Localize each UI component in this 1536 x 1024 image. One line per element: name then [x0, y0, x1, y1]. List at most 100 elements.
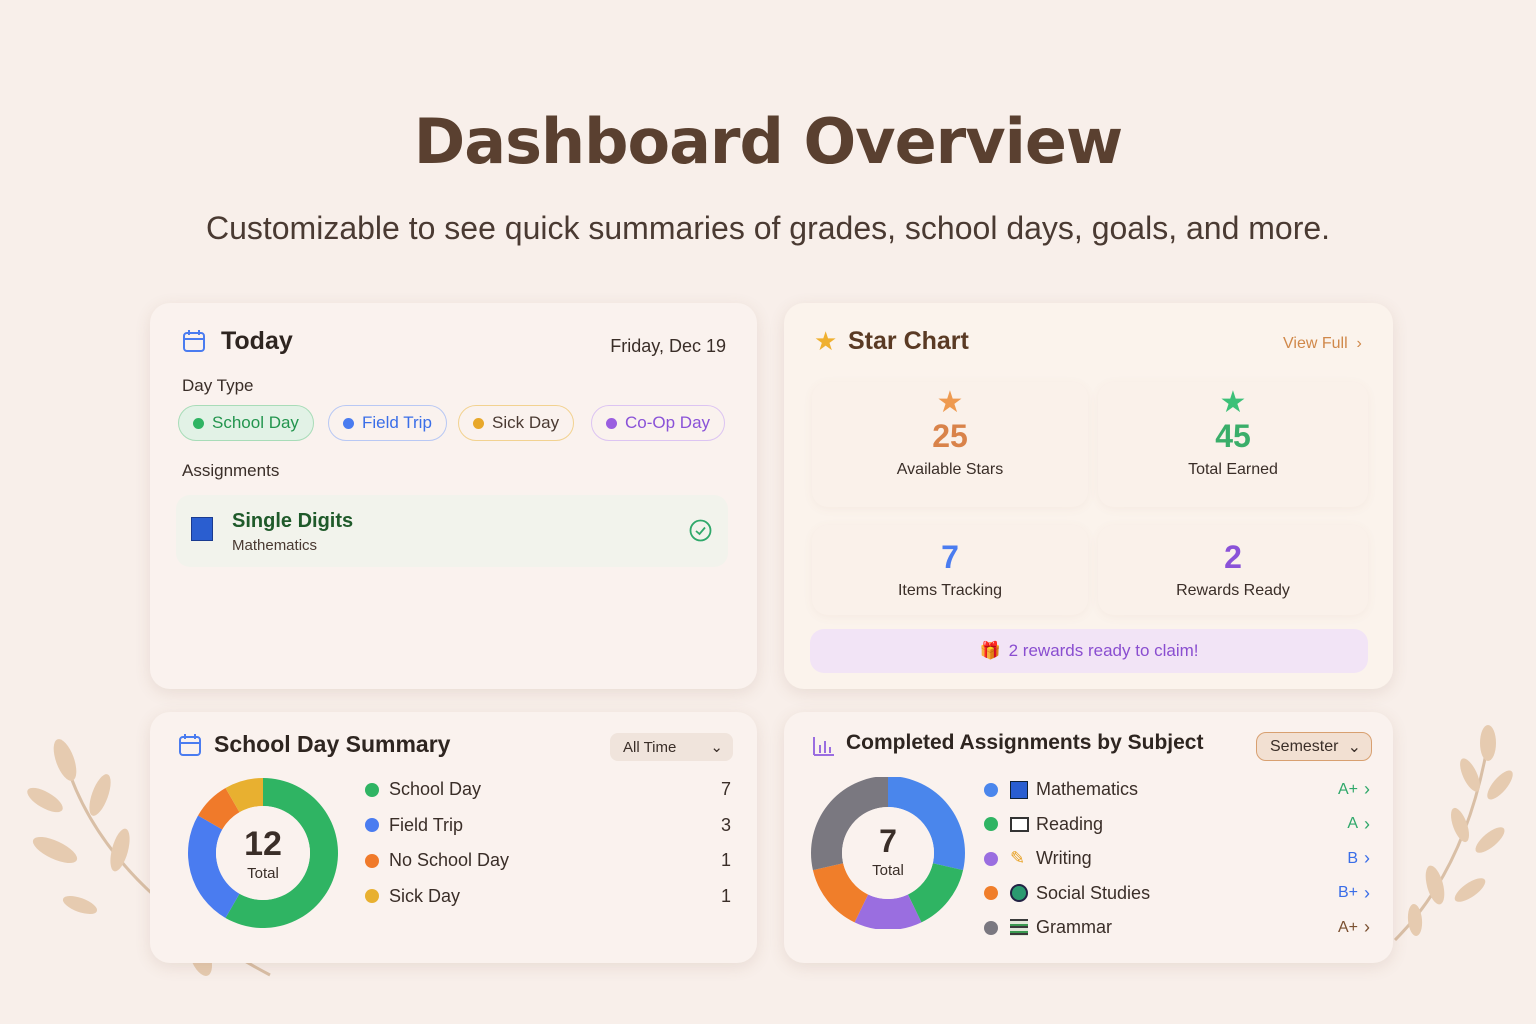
donut-segment-sick-day — [225, 778, 263, 813]
period-select[interactable]: Semester ⌄ — [1256, 732, 1372, 761]
donut-segment-no-school-day — [198, 788, 240, 830]
bar-chart-icon — [813, 737, 834, 756]
legend-dot — [365, 782, 379, 797]
subject-row[interactable]: ✎ Writing B › — [984, 848, 1370, 869]
legend-dot — [984, 817, 998, 831]
stat-label: Items Tracking — [897, 582, 1003, 599]
subject-row[interactable]: Grammar A+ › — [984, 917, 1370, 938]
legend-dot — [984, 920, 998, 935]
legend-item: Field Trip 3 — [365, 815, 731, 836]
chevron-right-icon: › — [1364, 779, 1370, 799]
subject-grade: A — [1347, 815, 1358, 832]
chevron-right-icon: › — [1352, 335, 1362, 352]
globe-icon — [1010, 884, 1036, 902]
check-circle-icon[interactable] — [689, 519, 712, 542]
star-chart-title: Star Chart — [848, 327, 969, 355]
subject-row[interactable]: Social Studies B+ › — [984, 883, 1370, 904]
subject-row[interactable]: Reading A › — [984, 814, 1370, 835]
gift-icon: 🎁 — [979, 641, 1001, 660]
donut-segment-field-trip — [188, 815, 240, 918]
leaf-decoration-right — [1393, 725, 1513, 942]
chevron-right-icon: › — [1364, 917, 1370, 937]
subject-grade: A+ — [1337, 918, 1358, 936]
legend-item: No School Day 1 — [365, 850, 731, 871]
assignment-subject: Mathematics — [232, 537, 318, 554]
donut-segment-writing — [854, 894, 922, 929]
stat-total-earned: ★ 45 Total Earned — [1098, 382, 1368, 507]
legend-dot — [365, 853, 379, 868]
stat-value: 2 — [1224, 539, 1242, 575]
rewards-banner-text: 2 rewards ready to claim! — [1008, 641, 1199, 660]
school-day-donut — [188, 778, 338, 928]
legend-label: No School Day — [389, 850, 510, 870]
day-type-co-op-day[interactable]: Co-Op Day — [591, 405, 726, 441]
donut-segment-reading — [907, 863, 964, 923]
legend-value: 1 — [720, 850, 731, 870]
book-icon — [1010, 816, 1036, 832]
books-icon — [1010, 919, 1036, 936]
chevron-down-icon: ⌄ — [710, 739, 723, 756]
school-day-summary-title: School Day Summary — [214, 731, 451, 757]
legend-item: Sick Day 1 — [365, 886, 731, 907]
select-value: Semester — [1270, 737, 1339, 755]
stat-rewards-ready: 2 Rewards Ready — [1098, 525, 1368, 615]
chevron-down-icon: ⌄ — [1347, 738, 1361, 756]
legend-label: Field Trip — [389, 814, 464, 835]
stat-label: Available Stars — [896, 461, 1004, 478]
stat-value: 25 — [932, 418, 968, 454]
donut-segment-mathematics — [888, 777, 965, 871]
legend-dot — [984, 886, 998, 900]
assignment-title: Single Digits — [232, 510, 354, 532]
assignments-label: Assignments — [182, 461, 280, 480]
today-date: Friday, Dec 19 — [610, 336, 726, 356]
time-range-select[interactable]: All Time ⌄ — [610, 733, 733, 761]
legend-label: Sick Day — [389, 885, 461, 906]
stat-items-tracking: 7 Items Tracking — [812, 525, 1088, 615]
donut-segment-social-studies — [812, 863, 869, 923]
subject-grade: B — [1347, 849, 1358, 867]
donut-total-label: Total — [247, 865, 279, 882]
legend-dot — [365, 889, 379, 903]
today-title: Today — [221, 327, 293, 355]
day-type-field-trip[interactable]: Field Trip — [328, 405, 447, 441]
page-title: Dashboard Overview — [413, 105, 1123, 178]
subject-grade: A+ — [1337, 780, 1358, 798]
donut-segment-school-day — [225, 778, 338, 928]
subject-label: Writing — [1036, 848, 1092, 868]
stat-value: 7 — [941, 539, 959, 575]
chevron-right-icon: › — [1364, 882, 1370, 903]
abacus-icon — [191, 517, 213, 541]
subjects-title: Completed Assignments by Subject — [846, 731, 1204, 754]
subjects-donut — [811, 777, 965, 929]
legend-label: School Day — [389, 779, 482, 799]
pill-label: Field Trip — [362, 413, 432, 432]
legend-dot — [984, 851, 998, 866]
pill-label: Sick Day — [492, 413, 560, 432]
subject-label: Grammar — [1036, 917, 1112, 937]
day-type-label: Day Type — [182, 376, 254, 395]
donut-total: 12 — [244, 825, 282, 863]
chevron-right-icon: › — [1364, 848, 1370, 868]
view-full-link[interactable]: View Full › — [1283, 335, 1362, 353]
stat-value: 45 — [1215, 418, 1251, 454]
abacus-icon — [1010, 780, 1036, 799]
subject-label: Social Studies — [1036, 882, 1151, 903]
subject-row[interactable]: Mathematics A+ › — [984, 779, 1370, 800]
subject-grade: B+ — [1337, 884, 1358, 901]
donut-total: 7 — [879, 823, 897, 859]
day-type-school-day[interactable]: School Day — [178, 405, 314, 441]
star-icon: ★ — [1219, 386, 1247, 419]
star-icon: ★ — [814, 326, 838, 356]
legend-value: 7 — [720, 779, 731, 799]
calendar-icon — [179, 734, 201, 756]
day-type-sick-day[interactable]: Sick Day — [458, 405, 575, 441]
donut-segment-grammar — [811, 777, 888, 871]
select-value: All Time — [623, 738, 677, 756]
pill-label: School Day — [212, 413, 299, 432]
rewards-banner[interactable]: 🎁 2 rewards ready to claim! — [810, 629, 1368, 673]
legend-dot — [984, 782, 998, 797]
calendar-icon — [183, 330, 205, 352]
stat-label: Total Earned — [1188, 461, 1278, 478]
assignment-item[interactable] — [176, 495, 728, 567]
legend-item: School Day 7 — [365, 779, 731, 800]
